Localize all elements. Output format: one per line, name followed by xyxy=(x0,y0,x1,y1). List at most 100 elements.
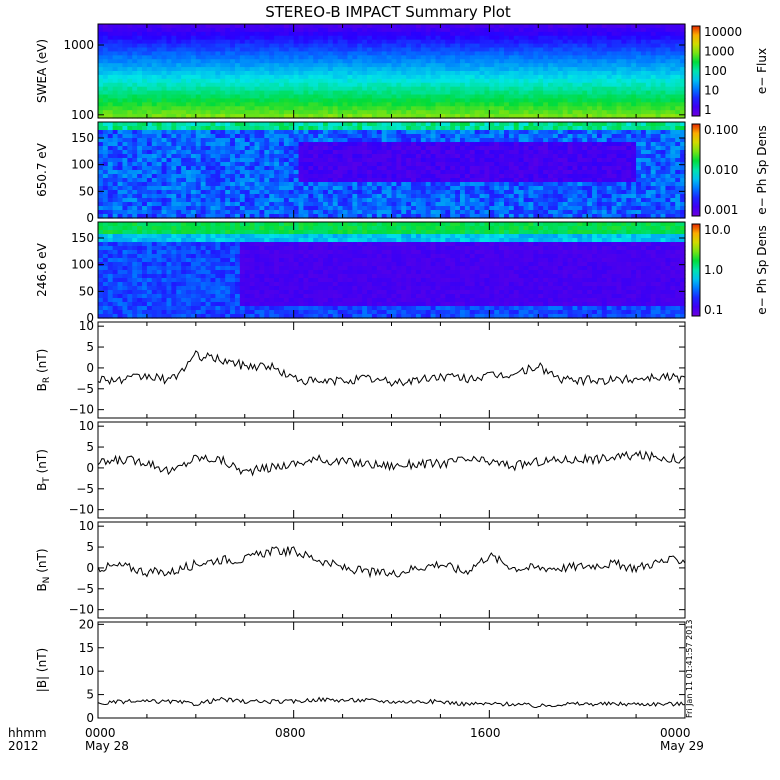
heatmap-cell xyxy=(670,55,676,60)
heatmap-cell xyxy=(606,94,613,100)
heatmap-cell xyxy=(107,122,114,127)
heatmap-cell xyxy=(631,86,637,92)
heatmap-cell xyxy=(249,67,256,72)
heatmap-cell xyxy=(425,82,432,88)
heatmap-cell xyxy=(132,90,138,96)
heatmap-cell xyxy=(274,130,280,135)
heatmap-cell xyxy=(318,47,324,53)
heatmap-cell xyxy=(190,86,197,92)
heatmap-cell xyxy=(499,174,505,179)
heatmap-cell xyxy=(274,106,280,111)
heatmap-cell xyxy=(435,110,442,115)
heatmap-cell xyxy=(474,146,481,151)
heatmap-cell xyxy=(181,114,187,119)
heatmap-cell xyxy=(323,186,329,191)
heatmap-cell xyxy=(156,214,163,219)
heatmap-cell xyxy=(327,146,334,151)
heatmap-cell xyxy=(303,182,309,187)
heatmap-cell xyxy=(455,106,461,111)
heatmap-cell xyxy=(367,51,373,56)
heatmap-cell xyxy=(98,174,104,179)
heatmap-cell xyxy=(352,59,358,64)
heatmap-cell xyxy=(357,78,363,84)
heatmap-cell xyxy=(596,35,603,41)
heatmap-cell xyxy=(435,63,442,68)
heatmap-cell xyxy=(234,110,241,115)
heatmap-cell xyxy=(455,27,461,33)
heatmap-cell xyxy=(596,110,603,115)
heatmap-cell xyxy=(171,86,177,92)
heatmap-cell xyxy=(274,122,280,127)
heatmap-cell xyxy=(513,55,520,60)
heatmap-cell xyxy=(190,51,197,56)
heatmap-cell xyxy=(665,90,671,96)
heatmap-cell xyxy=(611,67,618,72)
heatmap-cell xyxy=(357,86,363,92)
heatmap-cell xyxy=(318,186,324,191)
heatmap-cell xyxy=(210,110,216,115)
heatmap-cell xyxy=(401,198,407,203)
heatmap-cell xyxy=(308,78,314,84)
heatmap-cell xyxy=(288,150,295,155)
heatmap-cell xyxy=(567,67,574,72)
heatmap-cell xyxy=(435,162,442,167)
heatmap-cell xyxy=(151,142,158,147)
heatmap-cell xyxy=(386,59,393,64)
heatmap-cell xyxy=(675,43,681,49)
heatmap-cell xyxy=(264,98,270,103)
heatmap-cell xyxy=(259,114,265,119)
heatmap-cell xyxy=(376,122,383,127)
heatmap-cell xyxy=(670,35,676,41)
heatmap-cell xyxy=(411,206,417,211)
heatmap-cell xyxy=(367,210,373,215)
heatmap-cell xyxy=(342,150,349,155)
heatmap-cell xyxy=(117,154,124,159)
heatmap-cell xyxy=(552,43,559,49)
heatmap-cell xyxy=(376,55,383,60)
heatmap-cell xyxy=(166,31,172,37)
heatmap-cell xyxy=(513,86,520,92)
heatmap-cell xyxy=(533,82,539,88)
heatmap-cell xyxy=(474,166,481,171)
heatmap-cell xyxy=(484,202,490,207)
heatmap-cell xyxy=(406,186,412,191)
heatmap-cell xyxy=(474,74,481,80)
heatmap-cell xyxy=(376,154,383,159)
heatmap-cell xyxy=(459,130,466,135)
heatmap-cell xyxy=(401,186,407,191)
heatmap-cell xyxy=(616,94,623,100)
heatmap-cell xyxy=(142,174,148,179)
heatmap-cell xyxy=(538,110,544,115)
heatmap-cell xyxy=(371,178,378,183)
heatmap-cell xyxy=(499,27,505,33)
heatmap-cell xyxy=(616,110,623,115)
heatmap-cell xyxy=(288,47,295,53)
heatmap-cell xyxy=(645,86,652,92)
heatmap-cell xyxy=(455,158,461,163)
heatmap-cell xyxy=(352,78,358,84)
heatmap-cell xyxy=(474,210,481,215)
heatmap-cell xyxy=(107,82,114,88)
heatmap-cell xyxy=(225,110,231,115)
heatmap-cell xyxy=(117,67,124,72)
heatmap-cell xyxy=(572,59,578,64)
heatmap-cell xyxy=(107,142,114,147)
heatmap-cell xyxy=(479,214,486,219)
heatmap-cell xyxy=(523,82,530,88)
heatmap-cell xyxy=(459,138,466,143)
heatmap-cell xyxy=(381,158,388,163)
heatmap-cell xyxy=(332,59,339,64)
heatmap-cell xyxy=(151,126,158,131)
heatmap-cell xyxy=(425,59,432,64)
heatmap-cell xyxy=(112,82,119,88)
heatmap-cell xyxy=(244,194,251,199)
heatmap-cell xyxy=(445,59,451,64)
heatmap-cell xyxy=(142,134,148,139)
heatmap-cell xyxy=(523,106,530,111)
heatmap-cell xyxy=(660,110,667,115)
heatmap-cell xyxy=(415,110,422,115)
heatmap-cell xyxy=(259,134,265,139)
heatmap-cell xyxy=(645,31,652,37)
heatmap-cell xyxy=(459,162,466,167)
